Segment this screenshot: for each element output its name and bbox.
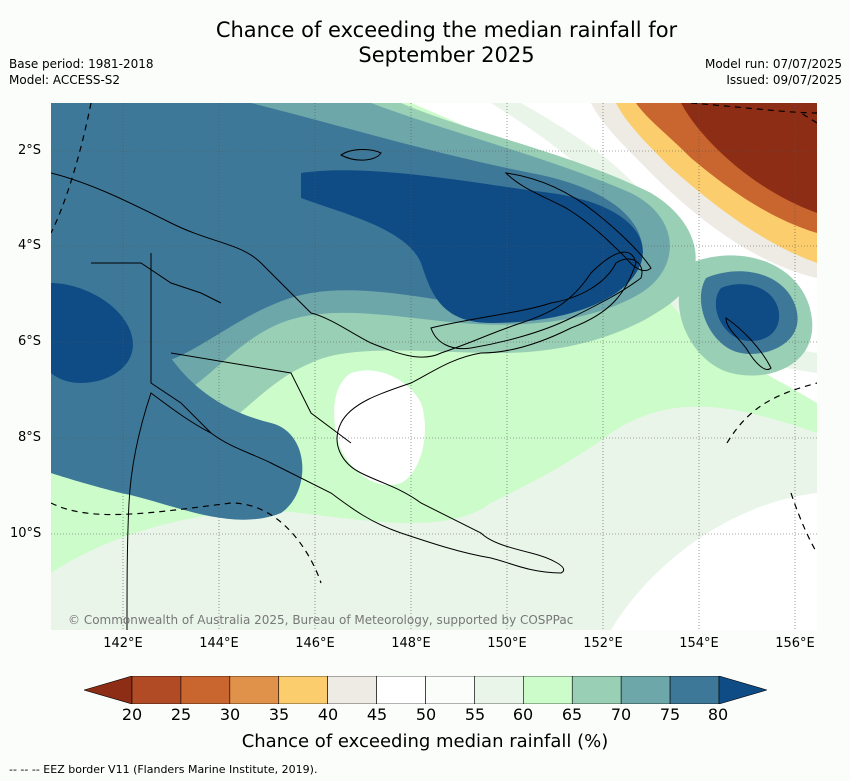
lat-label-10s: 10°S [10, 526, 42, 541]
new-ireland-coast [504, 172, 652, 271]
band-white-central [334, 370, 425, 485]
province-border-1 [91, 262, 222, 304]
colorbar-segment [131, 675, 182, 705]
meta-right: Model run: 07/07/2025 Issued: 09/07/2025 [705, 56, 842, 88]
colorbar-tick: 80 [707, 705, 729, 724]
bougainville-coast [725, 317, 772, 370]
colorbar-segment [229, 675, 280, 705]
lat-label-2s: 2°S [18, 143, 42, 158]
colorbar-tick: 30 [219, 705, 241, 724]
colorbar-tick: 20 [121, 705, 143, 724]
colorbar-extend-high [718, 675, 769, 705]
gulf-border [150, 253, 212, 434]
colorbar-tick: 55 [464, 705, 486, 724]
eez-footer-note: -- -- -- EEZ border V11 (Flanders Marine… [9, 763, 318, 776]
colorbar-segment [327, 675, 377, 705]
colorbar-segment [669, 675, 720, 705]
colorbar [82, 675, 769, 705]
colorbar-extend-low [82, 675, 133, 705]
band-deep-blue-north [301, 170, 643, 323]
colorbar-tick: 75 [659, 705, 681, 724]
colorbar-tick: 70 [610, 705, 632, 724]
colorbar-segment [571, 675, 622, 705]
lat-label-6s: 6°S [18, 334, 42, 349]
title-line-2: September 2025 [358, 43, 535, 67]
graticule [51, 103, 817, 630]
band-red-ne [681, 103, 817, 213]
colorbar-segment [474, 675, 524, 705]
colorbar-segment [523, 675, 573, 705]
coastlines [51, 149, 772, 630]
colorbar-tick: 45 [366, 705, 388, 724]
lon-label-146e: 146°E [295, 636, 335, 651]
band-deep-blue-west [51, 283, 133, 383]
lon-label-144e: 144°E [199, 636, 239, 651]
eez-borders [51, 103, 817, 584]
new-guinea-coast [51, 172, 637, 630]
colorbar-tick: 35 [268, 705, 290, 724]
lon-label-148e: 148°E [391, 636, 431, 651]
colorbar-segment [425, 675, 475, 705]
title-line-1: Chance of exceeding the median rainfall … [215, 18, 678, 42]
colorbar-tick: 65 [561, 705, 583, 724]
colorbar-tick: 25 [170, 705, 192, 724]
new-britain-coast [430, 258, 643, 350]
band-white-southeast [611, 493, 817, 630]
lon-label-150e: 150°E [487, 636, 527, 651]
lon-label-154e: 154°E [679, 636, 719, 651]
colorbar-tick: 60 [512, 705, 534, 724]
meta-left: Base period: 1981-2018 Model: ACCESS-S2 [9, 56, 154, 88]
map-title: Chance of exceeding the median rainfall … [0, 18, 850, 68]
lat-label-8s: 8°S [18, 430, 42, 445]
lon-label-142e: 142°E [103, 636, 143, 651]
manus-coast [340, 149, 382, 161]
colorbar-segment [278, 675, 328, 705]
colorbar-tick: 40 [317, 705, 339, 724]
band-light-green-south [51, 406, 817, 630]
colorbar-label: Chance of exceeding median rainfall (%) [241, 731, 609, 752]
lon-label-156e: 156°E [775, 636, 815, 651]
lon-label-152e: 152°E [583, 636, 623, 651]
base-period: Base period: 1981-2018 [9, 57, 154, 71]
colorbar-segment [620, 675, 671, 705]
colorbar-tick: 50 [415, 705, 437, 724]
copyright-notice: © Commonwealth of Australia 2025, Bureau… [68, 613, 574, 627]
model-name: Model: ACCESS-S2 [9, 73, 121, 87]
colorbar-segment [376, 675, 426, 705]
model-run: Model run: 07/07/2025 [704, 57, 842, 71]
lat-label-4s: 4°S [18, 238, 42, 253]
rainfall-map [51, 103, 817, 630]
province-border-2 [170, 352, 352, 444]
band-deep-blue-east [715, 284, 780, 342]
colorbar-svg [82, 675, 769, 705]
issued-date: Issued: 09/07/2025 [726, 73, 842, 87]
colorbar-segment [180, 675, 231, 705]
